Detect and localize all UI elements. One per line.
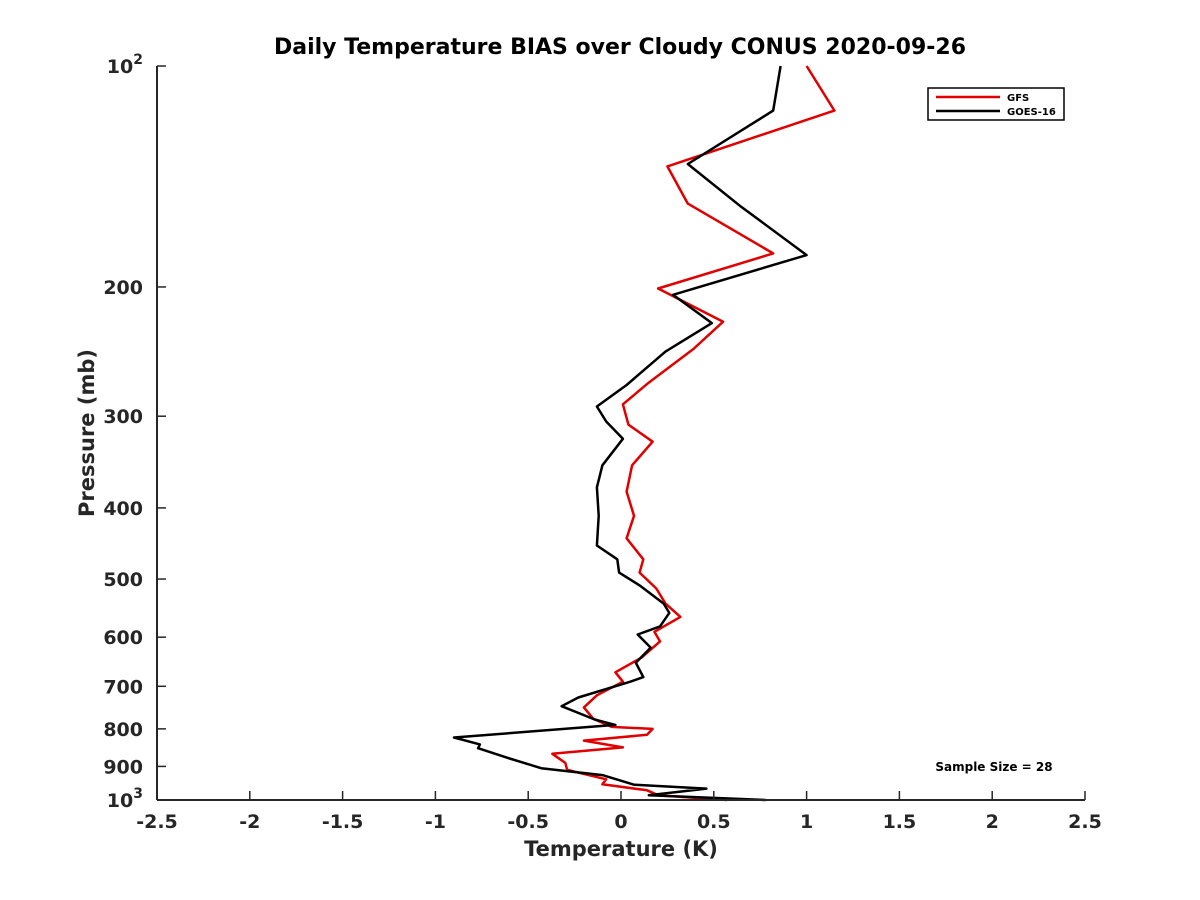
y-tick-exponent: 3 [133,786,143,802]
y-tick-label: 103 [107,786,143,812]
y-tick-base: 10 [107,56,133,78]
x-tick-label: 1 [800,811,813,833]
chart-title: Daily Temperature BIAS over Cloudy CONUS… [274,35,966,60]
y-tick-label: 800 [103,719,143,741]
legend-box [927,87,1065,121]
x-ticks: -2.5 -2 -1.5 -1 -0.5 0 0.5 1 1.5 2 2.5 [136,791,1102,833]
y-tick-label: 102 [107,52,143,78]
series-line-goes16 [452,65,808,802]
legend-label-goes16: GOES-16 [1007,107,1056,118]
y-tick-label: 500 [103,569,143,591]
x-tick-label: 1.5 [883,811,917,833]
y-tick-label: 700 [103,676,143,698]
x-tick-label: -1.5 [322,811,364,833]
legend-label-gfs: GFS [1007,93,1029,104]
x-tick-label: -2 [239,811,260,833]
y-tick-label: 900 [103,756,143,778]
x-tick-label: 0.5 [697,811,731,833]
x-tick-label: 2 [986,811,999,833]
y-tick-label: 200 [103,277,143,299]
y-tick-label: 400 [103,498,143,520]
x-tick-label: -1 [425,811,446,833]
y-tick-exponent: 2 [133,52,143,68]
legend: GFS GOES-16 [927,87,1065,121]
x-axis-label: Temperature (K) [524,837,718,861]
y-tick-label: 600 [103,627,143,649]
y-tick-label: 300 [103,406,143,428]
x-tick-label: 0 [614,811,627,833]
sample-size-annotation: Sample Size = 28 [935,760,1052,774]
x-tick-label: -2.5 [136,811,178,833]
y-tick-base: 10 [107,790,133,812]
series-layer [452,65,836,802]
x-tick-label: 2.5 [1068,811,1102,833]
y-axis-label: Pressure (mb) [75,349,99,517]
series-line-gfs [551,65,836,802]
x-tick-label: -0.5 [507,811,549,833]
